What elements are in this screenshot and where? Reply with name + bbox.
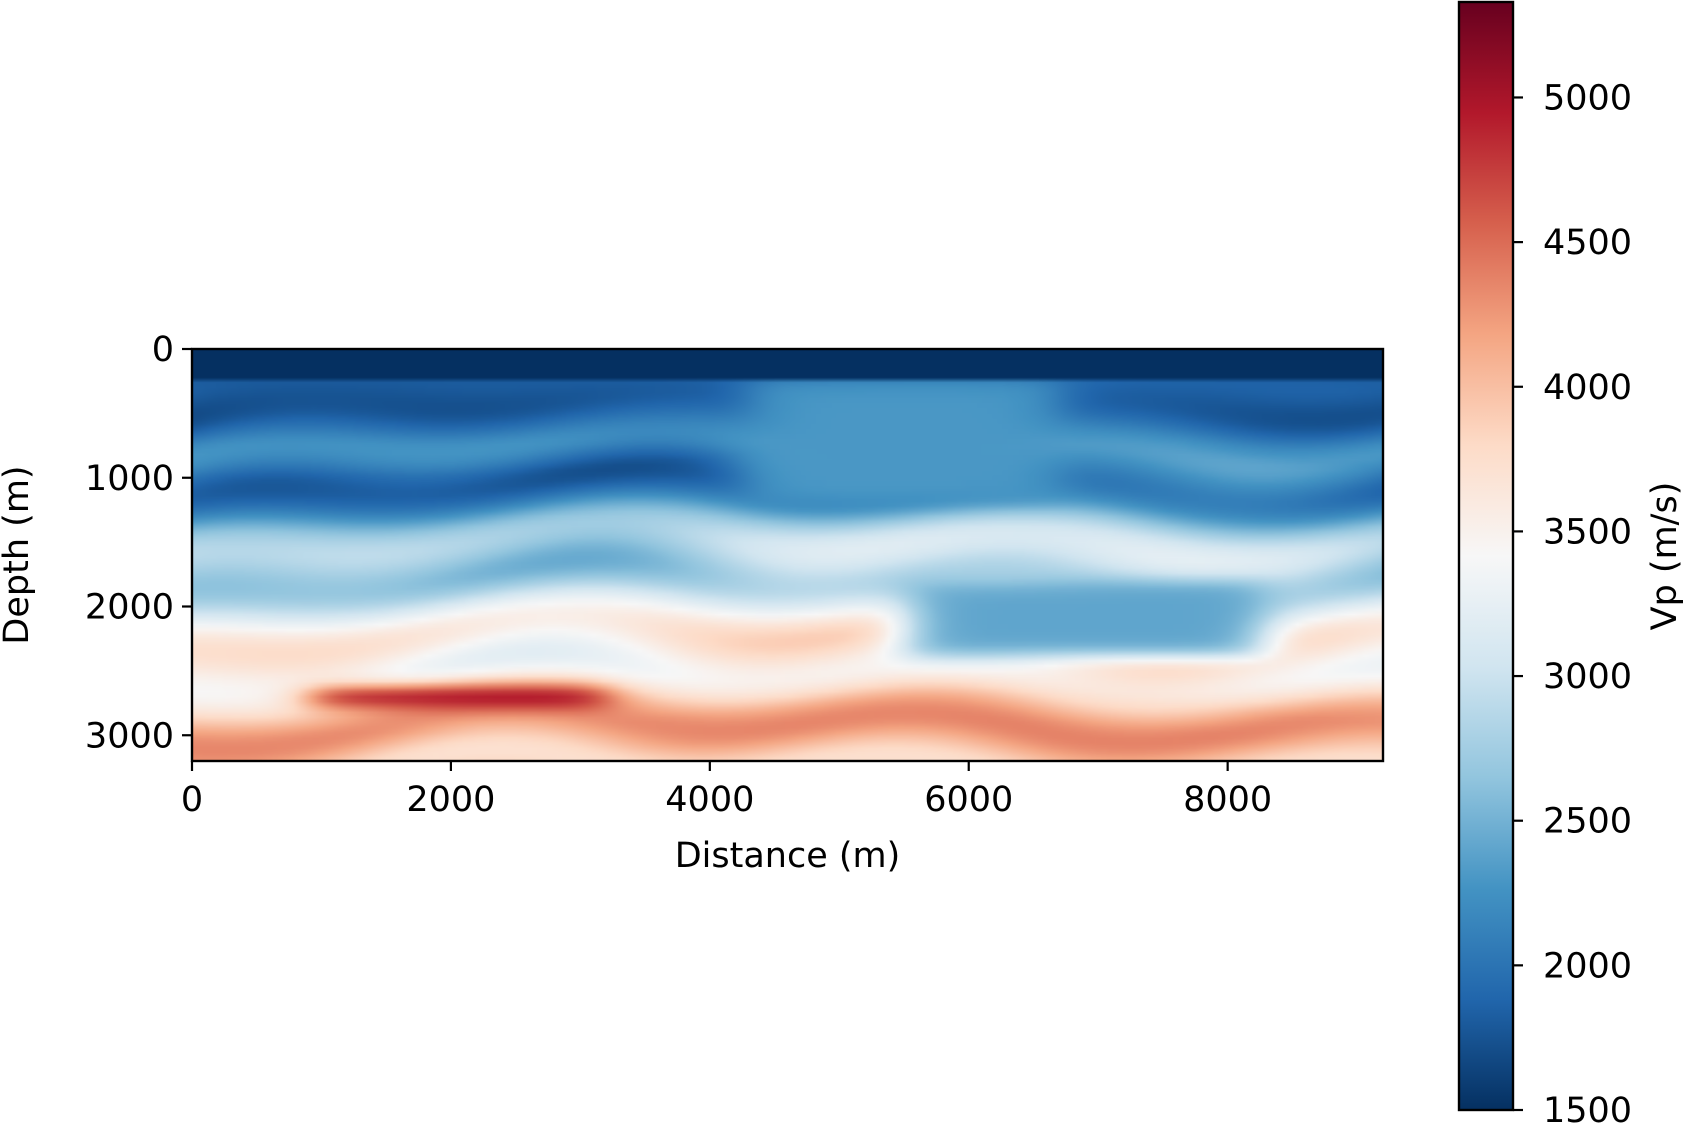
x-axis-ticks: 0 2000 4000 6000 8000 [181, 761, 1272, 820]
y-axis-ticks: 0 1000 2000 3000 [85, 330, 192, 756]
colorbar-tick-label: 1500 [1543, 1091, 1632, 1131]
y-tick-label: 1000 [85, 459, 174, 499]
colorbar-tick-label: 2000 [1543, 946, 1632, 986]
colorbar-ticks: 1500 2000 2500 3000 3500 4000 4500 5000 [1513, 78, 1632, 1131]
colorbar-tick-label: 5000 [1543, 78, 1632, 118]
y-tick-label: 3000 [85, 716, 174, 756]
x-tick-label: 8000 [1183, 780, 1272, 820]
x-tick-label: 6000 [924, 780, 1013, 820]
colorbar-frame [1457, 0, 1515, 1112]
colorbar [1459, 2, 1513, 1110]
plot-frame [190, 347, 1385, 763]
plot-area [192, 349, 1383, 761]
colorbar-tick-label: 3500 [1543, 512, 1632, 552]
x-tick-label: 0 [181, 780, 203, 820]
y-tick-label: 2000 [85, 588, 174, 628]
y-tick-label: 0 [152, 330, 174, 370]
x-tick-label: 2000 [406, 780, 495, 820]
colorbar-tick-label: 2500 [1543, 802, 1632, 842]
colorbar-label: Vp (m/s) [1645, 482, 1685, 631]
colorbar-tick-label: 4000 [1543, 368, 1632, 408]
colorbar-tick-label: 4500 [1543, 223, 1632, 263]
colorbar-tick-label: 3000 [1543, 657, 1632, 697]
velocity-heatmap [192, 349, 1383, 761]
y-axis-label: Depth (m) [0, 465, 37, 644]
x-axis-label: Distance (m) [675, 836, 901, 876]
x-tick-label: 4000 [665, 780, 754, 820]
